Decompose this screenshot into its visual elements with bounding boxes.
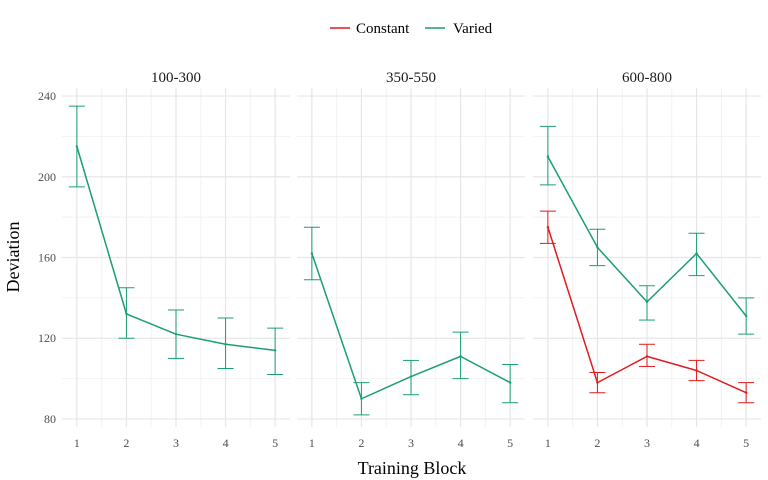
y-axis-label: Deviation — [3, 222, 23, 293]
data-point — [409, 375, 413, 378]
y-tick-label: 120 — [38, 331, 56, 345]
y-tick-label: 160 — [38, 251, 56, 265]
series-varied — [303, 226, 519, 416]
panel-strip-label: 600-800 — [622, 70, 672, 86]
x-tick-label: 2 — [358, 436, 364, 450]
data-point — [508, 381, 512, 384]
data-point — [75, 145, 79, 148]
y-tick-label: 200 — [38, 170, 56, 184]
x-tick-label: 3 — [408, 436, 414, 450]
data-point — [695, 252, 698, 255]
x-tick-label: 4 — [694, 436, 700, 450]
data-point — [596, 381, 599, 384]
data-point — [310, 252, 314, 255]
data-point — [695, 369, 698, 372]
panels: 1 2 3 4 5 100-300 1 2 3 4 5 350-550 1 2 3 4 5 600-800 — [62, 70, 761, 450]
data-point — [744, 391, 748, 394]
data-point — [645, 355, 649, 358]
data-point — [459, 355, 462, 358]
y-tick-label: 240 — [38, 89, 56, 103]
panel-600-800: 1 2 3 4 5 600-800 — [533, 70, 761, 450]
panel-350-550: 1 2 3 4 5 350-550 — [297, 70, 525, 450]
series-varied — [68, 105, 284, 376]
data-point — [596, 246, 599, 249]
panel-100-300: 1 2 3 4 5 100-300 — [62, 70, 290, 450]
panel-strip-label: 100-300 — [151, 70, 201, 86]
data-point — [174, 332, 178, 336]
x-tick-label: 4 — [458, 436, 464, 450]
series-varied — [539, 125, 755, 335]
data-point — [224, 343, 227, 346]
x-tick-label: 3 — [644, 436, 650, 450]
data-point — [645, 300, 649, 304]
legend-varied-label: Varied — [453, 21, 493, 37]
x-tick-label: 1 — [545, 436, 551, 450]
x-tick-label: 5 — [743, 436, 749, 450]
series-constant — [539, 210, 755, 404]
x-axis-label: Training Block — [358, 458, 467, 478]
x-tick-label: 5 — [507, 436, 513, 450]
data-point — [744, 314, 748, 318]
legend: Constant Varied — [330, 21, 493, 37]
x-tick-label: 1 — [309, 436, 315, 450]
data-point — [360, 397, 363, 400]
y-axis: 80 120 160 200 240 — [38, 89, 56, 426]
x-tick-label: 3 — [173, 436, 179, 450]
x-tick-label: 2 — [123, 436, 129, 450]
x-tick-label: 2 — [594, 436, 600, 450]
x-tick-label: 5 — [272, 436, 278, 450]
data-point — [273, 349, 277, 352]
y-tick-label: 80 — [44, 412, 56, 426]
data-point — [546, 155, 550, 158]
x-tick-label: 4 — [223, 436, 229, 450]
legend-constant-label: Constant — [356, 21, 410, 37]
data-point — [546, 226, 550, 229]
x-tick-label: 1 — [74, 436, 80, 450]
panel-strip-label: 350-550 — [386, 70, 436, 86]
data-point — [125, 312, 128, 316]
